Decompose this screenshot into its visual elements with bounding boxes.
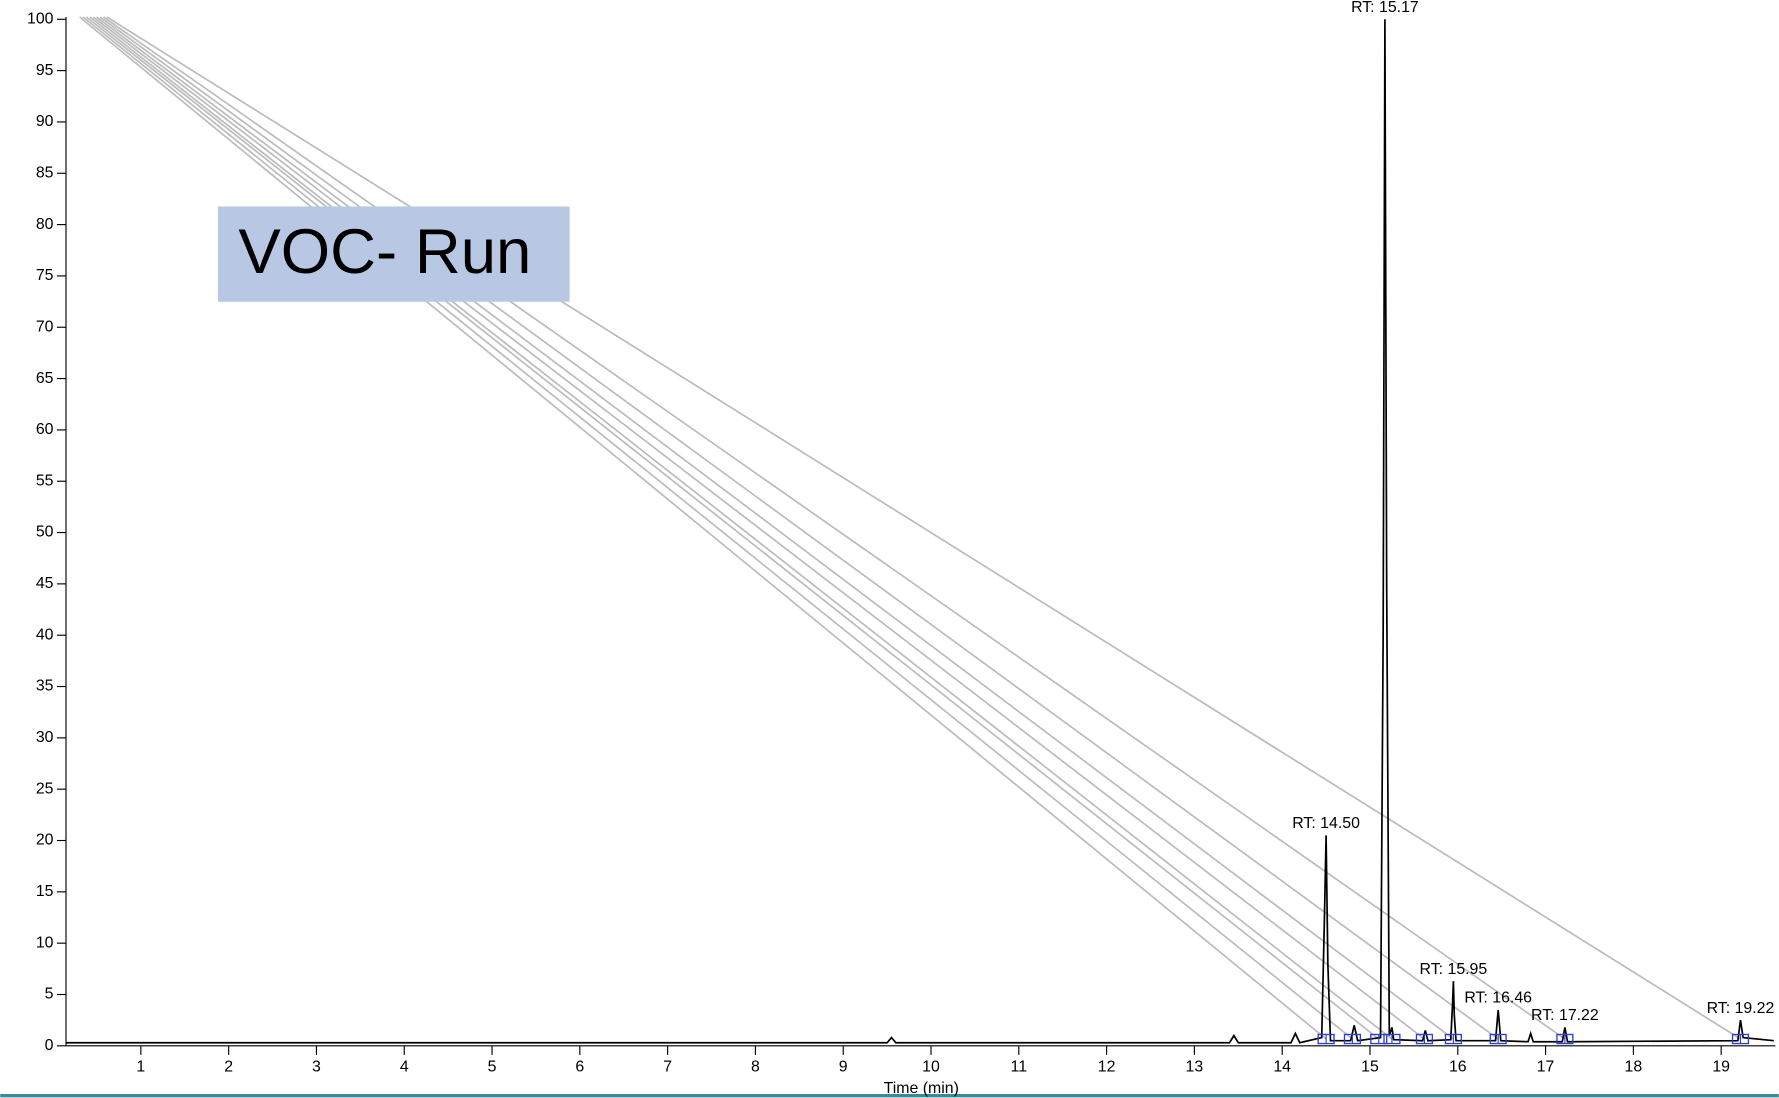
connector-line	[82, 16, 1353, 1040]
connector-line	[89, 16, 1393, 1040]
y-tick-label: 70	[36, 318, 54, 335]
y-tick-label: 0	[45, 1037, 54, 1054]
y-tick-label: 75	[36, 267, 54, 284]
x-tick-label: 9	[839, 1059, 848, 1076]
y-tick-label: 65	[36, 370, 54, 387]
peak-label: RT: 15.95	[1420, 961, 1488, 978]
x-tick-label: 16	[1449, 1059, 1467, 1076]
y-tick-label: 25	[36, 780, 54, 797]
label-box	[217, 206, 570, 302]
x-tick-label: 4	[400, 1059, 409, 1076]
peak-label: RT: 15.17	[1351, 0, 1419, 16]
x-tick-label: 13	[1186, 1059, 1204, 1076]
y-tick-label: 50	[36, 524, 54, 541]
connector-line	[79, 16, 1327, 1040]
peak-label: RT: 16.46	[1464, 990, 1532, 1007]
peak-label: RT: 17.22	[1531, 1007, 1599, 1024]
y-tick-label: 60	[36, 421, 54, 438]
y-tick-label: 5	[45, 986, 54, 1003]
connector-line	[92, 16, 1425, 1040]
y-tick-label: 45	[36, 575, 54, 592]
x-tick-label: 1	[136, 1059, 145, 1076]
x-tick-label: 14	[1273, 1059, 1291, 1076]
connector-line	[102, 16, 1566, 1040]
x-tick-label: 15	[1361, 1059, 1379, 1076]
label-box-text: VOC- Run	[238, 216, 531, 287]
x-tick-label: 7	[663, 1059, 672, 1076]
trace	[66, 19, 1774, 1044]
y-tick-label: 85	[36, 164, 54, 181]
x-tick-label: 11	[1011, 1059, 1028, 1076]
y-tick-label: 40	[36, 626, 54, 643]
y-tick-label: 15	[36, 883, 54, 900]
x-tick-label: 8	[751, 1059, 760, 1076]
x-tick-label: 2	[224, 1059, 233, 1076]
connector-line	[85, 16, 1380, 1040]
x-tick-label: 18	[1625, 1059, 1643, 1076]
x-tick-label: 5	[488, 1059, 497, 1076]
x-axis-label: Time (min)	[884, 1080, 959, 1097]
connector-line	[99, 16, 1499, 1040]
connector-line	[106, 16, 1741, 1040]
peak-label: RT: 14.50	[1292, 815, 1360, 832]
y-tick-label: 10	[36, 934, 54, 951]
y-tick-label: 90	[36, 113, 54, 130]
x-tick-label: 3	[312, 1059, 321, 1076]
x-tick-label: 10	[922, 1059, 940, 1076]
y-tick-label: 95	[36, 62, 54, 79]
y-tick-label: 55	[36, 472, 54, 489]
x-tick-label: 6	[575, 1059, 584, 1076]
x-tick-label: 17	[1537, 1059, 1555, 1076]
y-tick-label: 30	[36, 729, 54, 746]
peak-label: RT: 19.22	[1707, 1000, 1775, 1017]
connector-lines	[79, 16, 1741, 1040]
y-tick-label: 35	[36, 678, 54, 695]
y-tick-label: 80	[36, 216, 54, 233]
y-tick-label: 20	[36, 832, 54, 849]
x-tick-label: 12	[1098, 1059, 1116, 1076]
connector-line	[96, 16, 1454, 1040]
y-tick-label: 100	[27, 10, 54, 27]
x-tick-label: 19	[1712, 1059, 1730, 1076]
